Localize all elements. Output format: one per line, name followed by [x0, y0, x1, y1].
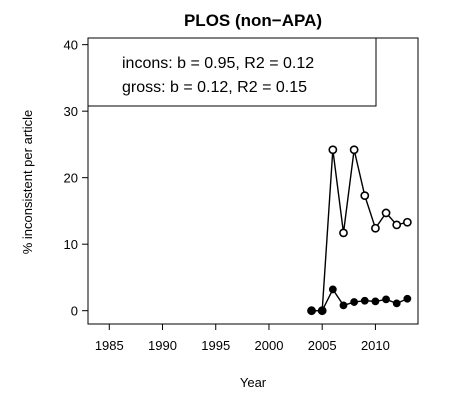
series-0-point-2	[328, 145, 338, 155]
y-axis-label: % inconsistent per article	[20, 110, 35, 255]
x-tick-label-1: 1990	[148, 338, 177, 353]
x-axis-label: Year	[240, 375, 267, 390]
x-tick-label-0: 1985	[95, 338, 124, 353]
series-1-point-8	[392, 299, 401, 308]
series-0-point-7	[381, 208, 391, 218]
series-1-point-3	[339, 301, 348, 310]
legend-entry-0: incons: b = 0.95, R2 = 0.12	[122, 55, 314, 72]
series-0-point-3	[339, 228, 348, 238]
x-tick-label-2: 1995	[201, 338, 230, 353]
series-1-point-9	[403, 294, 412, 303]
series-0-point-8	[392, 220, 402, 230]
legend-box	[87, 37, 377, 107]
y-tick-label-4: 40	[64, 38, 78, 53]
series-0-point-4	[349, 145, 359, 155]
series-0-point-5	[360, 191, 370, 201]
series-1-point-4	[350, 298, 359, 306]
series-1-point-0	[307, 306, 316, 315]
plot-area: 0 10 20 30 40 1985 1990 1995 2000 2005 2010 incons:…	[64, 37, 419, 353]
y-tick-label-1: 10	[64, 237, 78, 252]
legend-entry-1: gross: b = 0.12, R2 = 0.15	[122, 79, 307, 96]
series-1-point-5	[360, 296, 369, 305]
y-tick-label-2: 20	[64, 171, 78, 186]
series-0-line	[311, 149, 408, 312]
chart-title: PLOS (non−APA)	[184, 11, 322, 30]
series-1-line	[311, 288, 408, 312]
series-1-point-7	[382, 295, 390, 304]
x-tick-label-3: 2000	[255, 338, 284, 353]
x-tick-label-5: 2010	[361, 338, 390, 353]
series-1-point-2	[328, 285, 337, 294]
y-tick-label-0: 0	[71, 304, 78, 319]
series-1-point-6	[371, 297, 380, 306]
y-tick-label-3: 30	[64, 104, 78, 119]
series-0-point-6	[371, 223, 380, 233]
series-1-point-1	[318, 306, 327, 315]
x-tick-label-4: 2005	[308, 338, 337, 353]
series-0-point-9	[402, 217, 412, 227]
